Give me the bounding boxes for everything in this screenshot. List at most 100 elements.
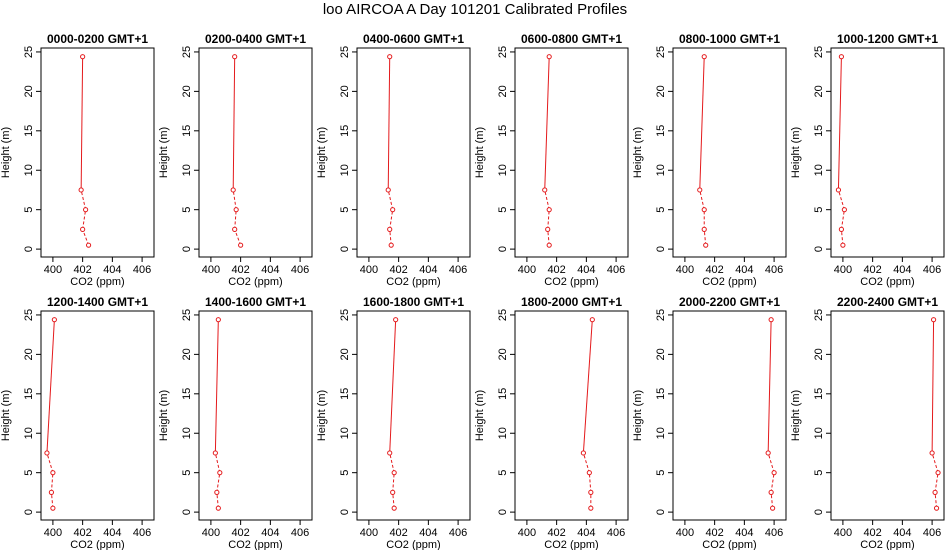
x-tick-label: 404 bbox=[735, 527, 753, 539]
x-tick-label: 400 bbox=[518, 527, 536, 539]
x-tick-label: 404 bbox=[893, 264, 911, 276]
panel-title: 2200-2400 GMT+1 bbox=[837, 295, 938, 309]
profile-point bbox=[387, 54, 393, 60]
profile-point bbox=[78, 187, 84, 193]
profile-point bbox=[44, 450, 50, 456]
profile-line-segment bbox=[389, 229, 392, 246]
profile-panel: 2000-2200 GMT+1 0 5 10 15 20 25 400 402 404 406 CO2… bbox=[632, 295, 787, 550]
x-tick-label: 400 bbox=[44, 264, 62, 276]
x-tick-label: 400 bbox=[676, 264, 694, 276]
y-tick-label: 20 bbox=[497, 348, 509, 360]
x-tick-label: 400 bbox=[360, 264, 378, 276]
y-tick-label: 20 bbox=[813, 348, 825, 360]
x-tick-label: 404 bbox=[577, 264, 595, 276]
profile-line-segment bbox=[547, 209, 550, 230]
x-tick-label: 400 bbox=[202, 527, 220, 539]
x-tick-label: 404 bbox=[577, 527, 595, 539]
panel-title: 0000-0200 GMT+1 bbox=[47, 32, 148, 46]
x-axis-label: CO2 (ppm) bbox=[386, 539, 440, 550]
profile-panel: 1600-1800 GMT+1 0 5 10 15 20 25 400 402 404 406 CO2… bbox=[316, 295, 471, 550]
plot-frame bbox=[514, 310, 629, 521]
profile-point bbox=[390, 207, 396, 213]
y-tick-label: 20 bbox=[339, 85, 351, 97]
x-axis-label: CO2 (ppm) bbox=[860, 539, 914, 550]
plot-frame bbox=[198, 310, 313, 521]
profile-line-segment bbox=[214, 452, 221, 473]
y-axis-label: Height (m) bbox=[0, 127, 12, 178]
y-axis-label: Height (m) bbox=[158, 390, 170, 441]
x-tick-label: 402 bbox=[73, 527, 91, 539]
x-tick-label: 402 bbox=[389, 527, 407, 539]
profile-line-segment bbox=[232, 56, 236, 190]
y-tick-label: 10 bbox=[497, 164, 509, 176]
profile-point bbox=[588, 489, 594, 495]
profile-point bbox=[232, 226, 238, 232]
profile-panel: 2200-2400 GMT+1 0 5 10 15 20 25 400 402 404 406 CO2… bbox=[790, 295, 945, 550]
y-tick-label: 0 bbox=[813, 246, 825, 252]
y-tick-label: 10 bbox=[813, 427, 825, 439]
profile-line-segment bbox=[234, 209, 237, 230]
profile-line-segment bbox=[389, 209, 394, 230]
y-tick-label: 15 bbox=[181, 388, 193, 400]
profile-point bbox=[697, 187, 703, 193]
profile-line-segment bbox=[582, 319, 593, 453]
figure-title: loo AIRCOA A Day 101201 Calibrated Profi… bbox=[322, 1, 628, 18]
y-tick-label: 15 bbox=[23, 388, 35, 400]
profile-panel: 1400-1600 GMT+1 0 5 10 15 20 25 400 402 404 406 CO2… bbox=[158, 295, 313, 550]
profile-point bbox=[840, 242, 846, 248]
profile-line-segment bbox=[840, 229, 844, 246]
x-tick-label: 404 bbox=[735, 264, 753, 276]
profile-point bbox=[238, 242, 244, 248]
y-tick-label: 25 bbox=[497, 309, 509, 321]
profile-point bbox=[215, 317, 221, 323]
profile-point bbox=[230, 187, 236, 193]
profile-line-segment bbox=[214, 319, 219, 453]
x-axis-label: CO2 (ppm) bbox=[860, 276, 914, 288]
x-axis-label: CO2 (ppm) bbox=[702, 276, 756, 288]
profile-point bbox=[217, 470, 223, 476]
x-tick-label: 406 bbox=[291, 527, 309, 539]
x-tick-label: 402 bbox=[863, 264, 881, 276]
profile-point bbox=[841, 207, 847, 213]
y-tick-label: 0 bbox=[655, 246, 667, 252]
profile-point bbox=[838, 226, 845, 232]
profile-line-segment bbox=[389, 319, 397, 453]
profile-line-segment bbox=[82, 229, 90, 246]
profile-line-segment bbox=[50, 472, 54, 493]
x-tick-label: 402 bbox=[547, 264, 565, 276]
profile-point bbox=[545, 226, 551, 232]
profile-point bbox=[387, 226, 393, 232]
y-axis-label: Height (m) bbox=[158, 127, 170, 178]
profile-point bbox=[546, 54, 552, 60]
x-tick-label: 400 bbox=[202, 264, 220, 276]
profile-point bbox=[48, 489, 55, 495]
profile-point bbox=[80, 54, 86, 60]
x-tick-label: 406 bbox=[449, 527, 467, 539]
y-tick-label: 25 bbox=[23, 46, 35, 58]
profile-line-segment bbox=[840, 209, 845, 230]
y-tick-label: 0 bbox=[23, 509, 35, 515]
profile-line-segment bbox=[837, 189, 845, 210]
profile-point bbox=[80, 226, 86, 232]
y-tick-label: 25 bbox=[23, 309, 35, 321]
plot-frame bbox=[672, 310, 787, 521]
y-tick-label: 25 bbox=[339, 46, 351, 58]
y-tick-label: 0 bbox=[655, 509, 667, 515]
profile-line-segment bbox=[934, 472, 939, 493]
y-tick-label: 20 bbox=[23, 85, 35, 97]
profile-point bbox=[83, 207, 89, 213]
profile-line-segment bbox=[934, 492, 938, 509]
panel-title: 0400-0600 GMT+1 bbox=[363, 32, 464, 46]
profile-line-segment bbox=[234, 229, 242, 246]
profile-line-segment bbox=[703, 229, 707, 246]
y-axis-label: Height (m) bbox=[632, 127, 644, 178]
y-tick-label: 0 bbox=[339, 246, 351, 252]
profile-line-segment bbox=[767, 319, 772, 453]
profile-panel: 1800-2000 GMT+1 0 5 10 15 20 25 400 402 404 406 CO2… bbox=[474, 295, 629, 550]
profile-panel: 1000-1200 GMT+1 0 5 10 15 20 25 400 402 404 406 CO2… bbox=[790, 32, 945, 288]
profile-point bbox=[768, 489, 774, 495]
y-tick-label: 15 bbox=[813, 388, 825, 400]
y-axis-label: Height (m) bbox=[316, 127, 328, 178]
y-tick-label: 5 bbox=[181, 470, 193, 476]
y-tick-label: 0 bbox=[181, 509, 193, 515]
